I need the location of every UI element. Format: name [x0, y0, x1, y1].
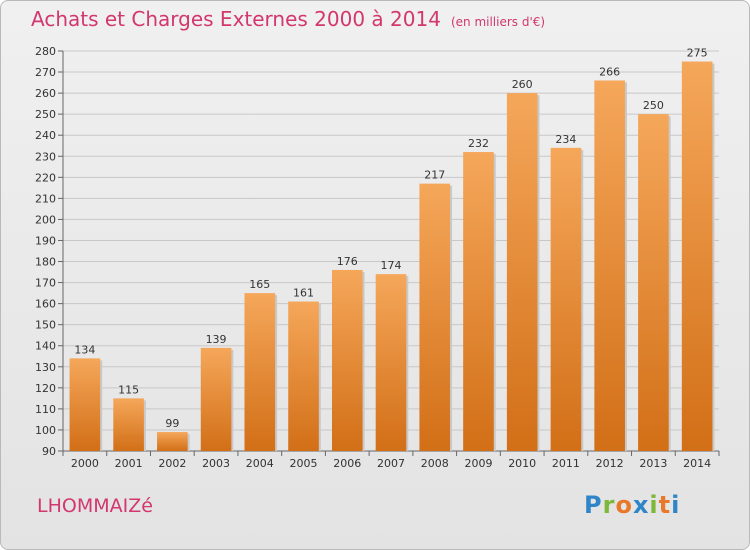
y-tick-label: 90: [42, 445, 56, 458]
y-tick-label: 230: [35, 150, 56, 163]
y-tick-label: 160: [35, 298, 56, 311]
x-tick-labels: 2000 2001 2002 2003 2004 2005 2006 2007 2008 2009…: [71, 457, 711, 470]
chart-title: Achats et Charges Externes 2000 à 2014 (e…: [31, 7, 545, 31]
bar: [550, 147, 582, 451]
x-tick-label: 2013: [639, 457, 667, 470]
bar: [506, 93, 538, 452]
x-tick-label: 2003: [202, 457, 230, 470]
data-label: 260: [512, 78, 533, 91]
data-label: 174: [381, 259, 402, 272]
bar: [288, 301, 319, 451]
y-tick-label: 270: [35, 66, 56, 79]
data-label: 275: [687, 47, 708, 60]
data-label: 217: [424, 169, 445, 182]
bar: [463, 152, 494, 452]
x-tick-label: 2010: [508, 457, 536, 470]
x-tick-label: 2012: [596, 457, 624, 470]
y-tick-label: 280: [35, 45, 56, 58]
bar: [331, 269, 363, 451]
y-tick-label: 150: [35, 319, 56, 332]
data-label: 161: [293, 287, 314, 300]
data-label: 266: [599, 65, 620, 78]
x-tick-label: 2007: [377, 457, 405, 470]
data-label: 134: [74, 343, 95, 356]
bar: [113, 398, 144, 451]
data-label: 232: [468, 137, 489, 150]
x-tick-label: 2004: [246, 457, 274, 470]
proxiti-logo: Proxiti: [584, 491, 681, 519]
bar: [375, 274, 407, 451]
chart-subtitle: (en milliers d'€): [450, 15, 546, 29]
data-label: 115: [118, 383, 139, 396]
bar: [681, 61, 713, 452]
y-tick-label: 170: [35, 277, 56, 290]
y-tick-label: 130: [35, 361, 56, 374]
chart-title-text: Achats et Charges Externes 2000 à 2014: [31, 7, 441, 31]
x-tick-label: 2001: [115, 457, 143, 470]
y-tick-labels: 90 100 110 120 130 140 150 160 170 180 190 200 210 22…: [35, 45, 56, 458]
bar: [419, 183, 451, 451]
y-tick-label: 250: [35, 108, 56, 121]
y-tick-label: 210: [35, 192, 56, 205]
x-tick-label: 2011: [552, 457, 580, 470]
y-tick-label: 110: [35, 403, 56, 416]
bar: [638, 114, 669, 451]
data-label: 234: [555, 133, 576, 146]
data-label: 99: [165, 417, 179, 430]
bar: [200, 347, 232, 451]
y-tick-label: 200: [35, 213, 56, 226]
y-tick-label: 190: [35, 234, 56, 247]
data-label: 176: [337, 255, 358, 268]
x-tick-label: 2006: [333, 457, 361, 470]
y-tick-label: 220: [35, 171, 56, 184]
bar: [157, 432, 188, 451]
x-tick-label: 2002: [158, 457, 186, 470]
data-label: 250: [643, 99, 664, 112]
x-tick-label: 2008: [421, 457, 449, 470]
y-tick-label: 240: [35, 129, 56, 142]
y-tick-label: 100: [35, 424, 56, 437]
data-label: 165: [249, 278, 270, 291]
y-tick-label: 120: [35, 382, 56, 395]
data-label: 139: [206, 333, 227, 346]
y-tick-label: 260: [35, 87, 56, 100]
commune-name: LHOMMAIZé: [37, 495, 153, 517]
bar: [244, 293, 276, 451]
x-tick-label: 2000: [71, 457, 99, 470]
data-labels: 134 115 99 139 165 161 176 174 217 232 260 234 266 25…: [74, 47, 707, 431]
bar: [594, 80, 625, 451]
x-tick-label: 2014: [683, 457, 711, 470]
y-tick-label: 140: [35, 340, 56, 353]
x-tick-label: 2005: [290, 457, 318, 470]
x-tick-label: 2009: [464, 457, 492, 470]
bar: [69, 358, 101, 451]
y-tick-label: 180: [35, 256, 56, 269]
bars: [69, 61, 715, 452]
